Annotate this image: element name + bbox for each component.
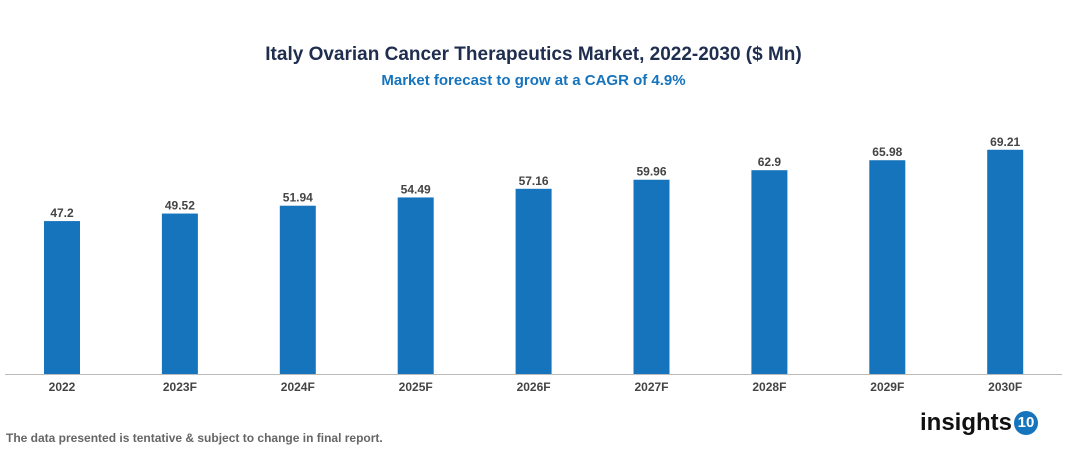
bar bbox=[515, 188, 552, 374]
x-tick-label: 2025F bbox=[399, 380, 433, 394]
data-label: 51.94 bbox=[283, 191, 313, 205]
bar bbox=[44, 221, 80, 374]
data-label: 69.21 bbox=[990, 135, 1020, 149]
x-tick-label: 2022 bbox=[49, 380, 76, 394]
bar bbox=[633, 179, 670, 374]
disclaimer-note: The data presented is tentative & subjec… bbox=[6, 431, 383, 445]
x-tick-label: 2027F bbox=[634, 380, 668, 394]
data-label: 62.9 bbox=[758, 155, 782, 169]
bar bbox=[869, 160, 906, 374]
x-tick-label: 2024F bbox=[281, 380, 315, 394]
data-label: 59.96 bbox=[636, 165, 666, 179]
data-label: 65.98 bbox=[872, 145, 902, 159]
data-label: 49.52 bbox=[165, 199, 195, 213]
x-tick-label: 2029F bbox=[870, 380, 904, 394]
x-tick-label: 2028F bbox=[752, 380, 786, 394]
data-label: 54.49 bbox=[401, 182, 431, 196]
data-label: 47.2 bbox=[50, 206, 74, 220]
bar bbox=[987, 149, 1024, 374]
insights10-logo: insights 10 bbox=[920, 409, 1039, 437]
bar bbox=[397, 197, 434, 374]
x-tick-label: 2030F bbox=[988, 380, 1022, 394]
x-tick-label: 2023F bbox=[163, 380, 197, 394]
chart-subtitle: Market forecast to grow at a CAGR of 4.9… bbox=[381, 72, 686, 89]
data-label: 57.16 bbox=[519, 174, 549, 188]
chart-title: Italy Ovarian Cancer Therapeutics Market… bbox=[265, 44, 802, 65]
bar bbox=[279, 205, 316, 374]
bar bbox=[161, 213, 198, 374]
x-tick-label: 2026F bbox=[517, 380, 551, 394]
bar bbox=[751, 170, 788, 374]
